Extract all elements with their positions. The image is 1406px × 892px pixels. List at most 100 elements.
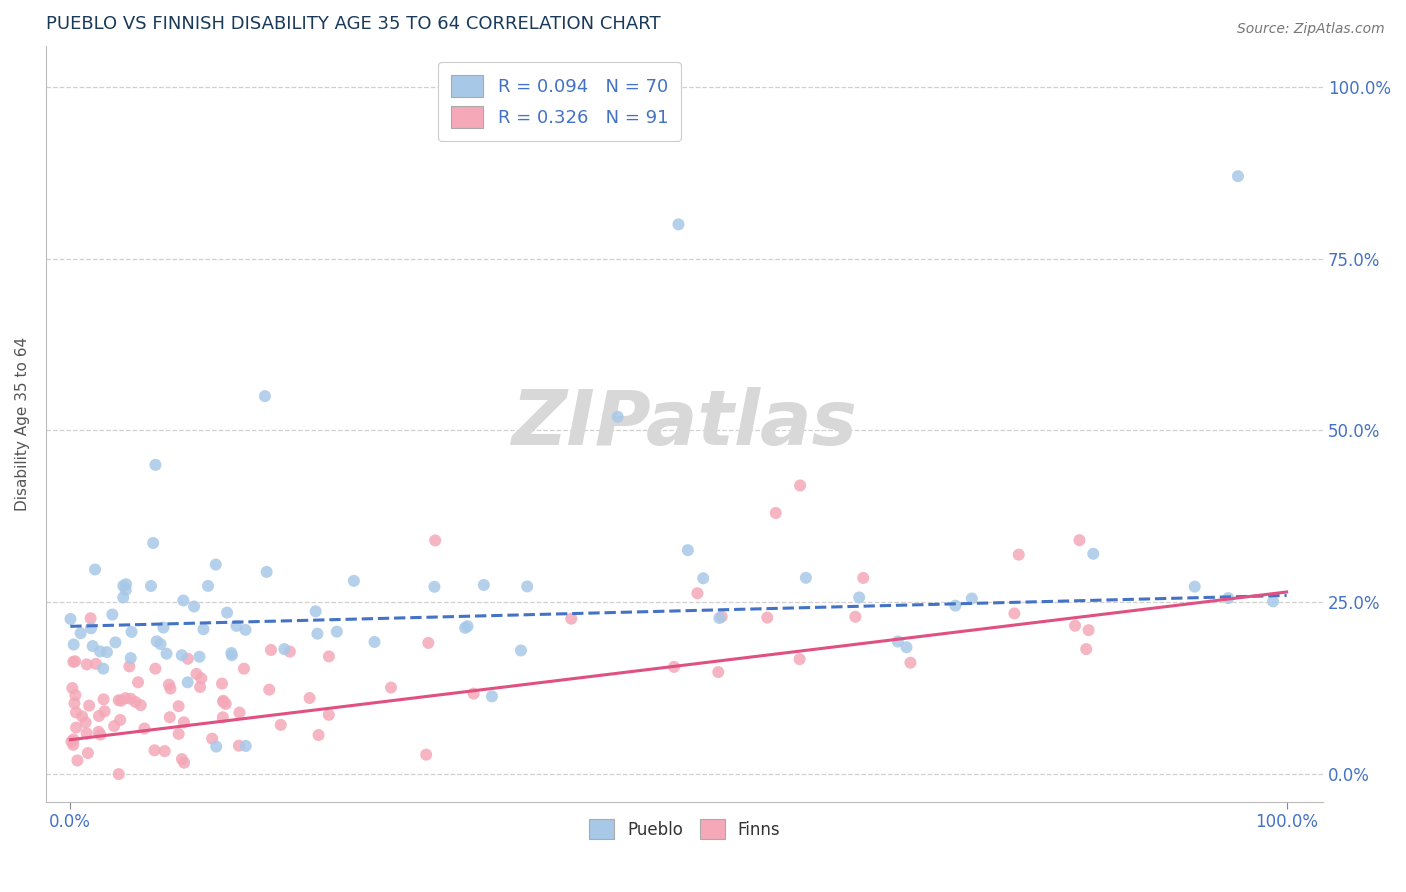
Point: [1076, 642, 1098, 657]
Point: [101, 607, 124, 622]
Point: [308, 728, 330, 742]
Point: [93, 692, 115, 706]
Point: [84, 562, 107, 576]
Point: [1184, 580, 1206, 594]
Point: [77, 746, 100, 760]
Point: [103, 719, 125, 733]
Point: [212, 695, 235, 709]
Point: [69, 626, 91, 640]
Point: [756, 610, 779, 624]
Point: [91, 662, 114, 676]
Point: [65, 721, 87, 735]
Text: PUEBLO VS FINNISH DISABILITY AGE 35 TO 64 CORRELATION CHART: PUEBLO VS FINNISH DISABILITY AGE 35 TO 6…: [46, 15, 661, 33]
Point: [896, 640, 918, 655]
Point: [298, 691, 321, 706]
Point: [852, 571, 875, 585]
Point: [217, 606, 239, 620]
Point: [127, 675, 149, 690]
Point: [60, 681, 83, 695]
Point: [789, 652, 811, 666]
Point: [304, 604, 326, 618]
Point: [256, 565, 278, 579]
Legend: Pueblo, Finns: Pueblo, Finns: [582, 813, 787, 847]
Point: [318, 707, 340, 722]
Point: [363, 635, 385, 649]
Point: [159, 710, 181, 724]
Point: [1077, 623, 1099, 637]
Point: [204, 558, 226, 572]
Point: [82, 639, 104, 653]
Point: [212, 694, 235, 708]
Point: [70, 709, 93, 723]
Point: [188, 649, 211, 664]
Point: [62, 655, 84, 669]
Point: [1083, 547, 1105, 561]
Point: [257, 682, 280, 697]
Point: [145, 458, 167, 472]
Point: [454, 621, 477, 635]
Point: [235, 739, 257, 753]
Point: [134, 722, 156, 736]
Point: [167, 727, 190, 741]
Point: [79, 611, 101, 625]
Point: [270, 718, 292, 732]
Point: [188, 680, 211, 694]
Point: [260, 643, 283, 657]
Point: [172, 593, 194, 607]
Point: [107, 767, 129, 781]
Point: [108, 713, 131, 727]
Point: [307, 626, 329, 640]
Point: [145, 634, 167, 648]
Point: [463, 687, 485, 701]
Point: [153, 744, 176, 758]
Point: [343, 574, 366, 588]
Point: [662, 660, 685, 674]
Point: [129, 698, 152, 713]
Point: [87, 709, 110, 723]
Point: [233, 662, 256, 676]
Point: [789, 478, 811, 492]
Point: [668, 217, 690, 231]
Point: [887, 634, 910, 648]
Point: [59, 612, 82, 626]
Text: ZIPatlas: ZIPatlas: [512, 386, 858, 460]
Point: [62, 738, 84, 752]
Point: [110, 693, 132, 707]
Point: [228, 739, 250, 753]
Point: [228, 706, 250, 720]
Point: [121, 624, 143, 639]
Point: [215, 697, 238, 711]
Point: [114, 582, 136, 597]
Point: [707, 665, 730, 679]
Point: [173, 756, 195, 770]
Point: [65, 706, 87, 720]
Point: [112, 579, 135, 593]
Point: [183, 599, 205, 614]
Point: [149, 637, 172, 651]
Point: [686, 586, 709, 600]
Point: [63, 696, 86, 710]
Point: [112, 591, 135, 605]
Point: [1069, 533, 1091, 548]
Point: [197, 579, 219, 593]
Point: [157, 678, 180, 692]
Point: [75, 715, 97, 730]
Point: [709, 611, 731, 625]
Point: [318, 649, 340, 664]
Point: [1002, 607, 1025, 621]
Text: Source: ZipAtlas.com: Source: ZipAtlas.com: [1237, 22, 1385, 37]
Point: [139, 579, 162, 593]
Point: [77, 698, 100, 713]
Point: [84, 657, 107, 671]
Point: [65, 688, 87, 702]
Point: [1008, 548, 1031, 562]
Point: [516, 579, 538, 593]
Point: [190, 671, 212, 685]
Point: [186, 667, 208, 681]
Point: [124, 695, 146, 709]
Point: [120, 651, 142, 665]
Point: [114, 691, 136, 706]
Point: [155, 647, 177, 661]
Point: [93, 704, 115, 718]
Point: [145, 662, 167, 676]
